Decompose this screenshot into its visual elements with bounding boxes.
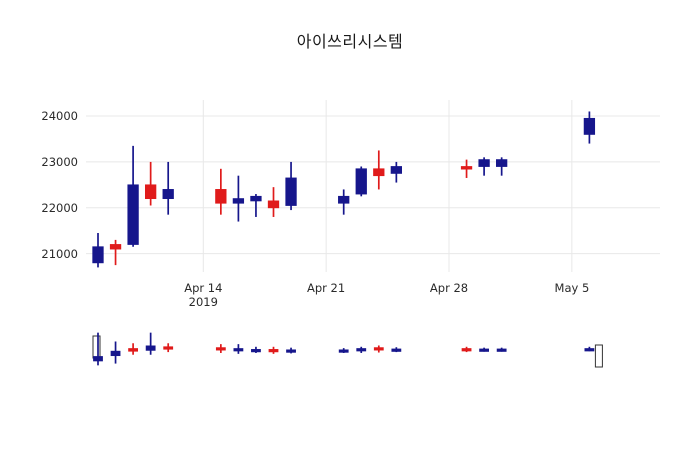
candlestick: [495, 157, 508, 176]
candlestick: [390, 161, 403, 183]
y-axis-tick-label: 24000: [41, 109, 78, 124]
secondary-candlestick: [479, 347, 490, 352]
candlestick: [215, 168, 227, 215]
candlestick: [285, 161, 297, 211]
secondary-candlestick: [461, 346, 472, 353]
secondary-candlestick: [163, 343, 174, 353]
price-candles: [92, 111, 596, 268]
x-axis-tick-label: Apr 28: [429, 281, 469, 295]
x-axis-tick-label: Apr 14 2019: [184, 281, 223, 309]
y-axis-tick-label: 23000: [41, 154, 78, 169]
secondary-candlestick: [215, 344, 226, 353]
candlestick: [267, 187, 280, 217]
secondary-candlestick: [391, 347, 402, 353]
chart-title: 아이쓰리시스템: [296, 32, 404, 51]
candlestick: [460, 159, 473, 178]
secondary-candlestick: [251, 346, 261, 353]
secondary-candlestick: [584, 346, 595, 352]
candlestick: [478, 157, 490, 176]
x-axis-tick-label: May 5: [554, 281, 590, 295]
secondary-candlestick: [233, 344, 244, 354]
hollow-marker: [92, 335, 101, 359]
y-axis-tick-label: 22000: [41, 200, 78, 215]
secondary-candles: [92, 332, 603, 368]
secondary-candlestick: [286, 347, 296, 354]
secondary-candlestick: [110, 341, 121, 364]
secondary-candlestick: [356, 346, 367, 353]
secondary-candlestick: [496, 347, 507, 352]
candlestick: [232, 175, 245, 222]
candlestick: [250, 194, 262, 217]
secondary-candlestick: [128, 343, 139, 355]
secondary-candlestick: [268, 346, 279, 354]
candlestick: [109, 239, 122, 266]
candlestick: [373, 150, 385, 190]
gridlines: [86, 100, 660, 272]
candlestick: [355, 166, 367, 197]
secondary-candlestick: [93, 332, 103, 366]
candlestick: [583, 111, 596, 144]
candlestick: [338, 189, 350, 215]
y-axis-tick-label: 21000: [41, 246, 78, 261]
secondary-candlestick: [338, 348, 349, 353]
candlestick: [127, 145, 139, 247]
candlestick: [162, 161, 174, 215]
x-axis-tick-label: Apr 21: [307, 281, 346, 295]
secondary-candlestick: [373, 345, 384, 353]
candlestick: [92, 233, 104, 268]
hollow-marker: [594, 344, 603, 368]
secondary-candlestick: [145, 332, 156, 355]
candlestick: [144, 161, 157, 206]
